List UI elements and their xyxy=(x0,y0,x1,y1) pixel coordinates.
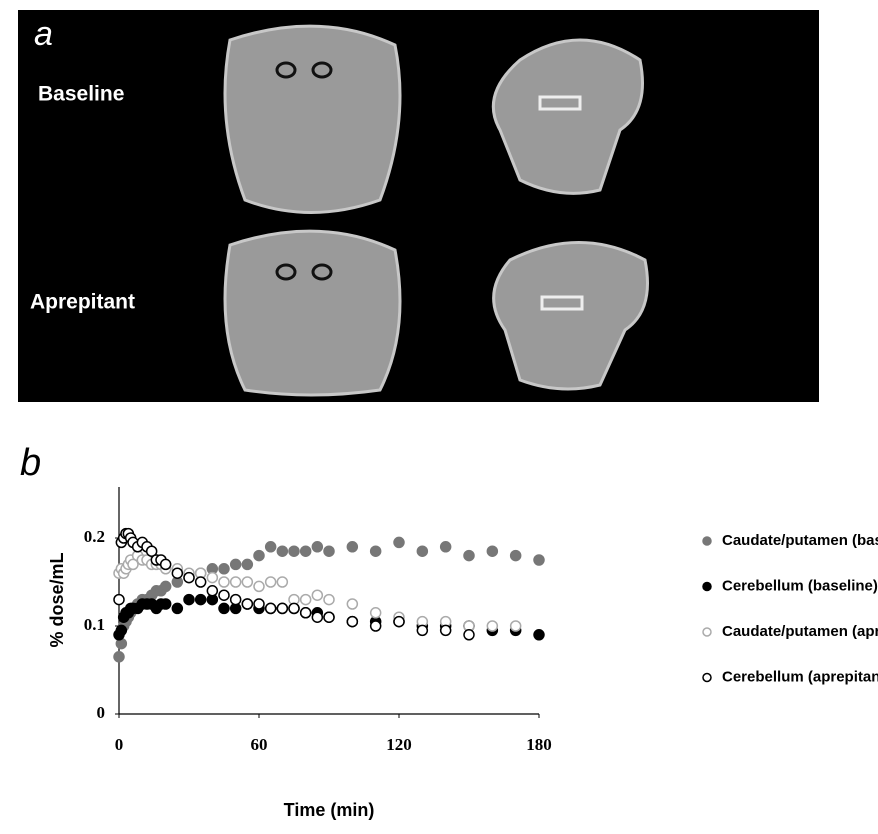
point xyxy=(323,545,335,557)
point xyxy=(253,598,265,610)
point xyxy=(299,545,312,557)
point xyxy=(346,598,359,610)
point xyxy=(241,598,254,610)
point xyxy=(369,607,382,619)
point xyxy=(369,620,382,632)
point xyxy=(229,593,242,606)
point xyxy=(393,615,405,628)
row-label: Baseline xyxy=(38,83,124,106)
panel-a: a Baseline Aprepitant xyxy=(18,10,819,402)
point xyxy=(241,576,254,588)
point xyxy=(113,651,125,663)
panel-label: a xyxy=(34,15,53,53)
point xyxy=(311,589,324,601)
point xyxy=(115,624,128,637)
point xyxy=(183,593,195,606)
point xyxy=(369,545,382,557)
point xyxy=(218,589,230,601)
point xyxy=(171,567,184,579)
point xyxy=(206,585,219,597)
point xyxy=(439,541,452,553)
legend-label: Caudate/putamen (aprepitant) xyxy=(722,623,878,640)
point xyxy=(183,571,195,584)
point xyxy=(533,554,545,566)
point xyxy=(346,615,359,628)
point xyxy=(194,576,207,588)
point xyxy=(346,541,359,553)
point xyxy=(264,541,277,553)
point xyxy=(311,611,324,623)
y-tick-label: 0.2 xyxy=(84,527,105,546)
point xyxy=(486,545,499,557)
point xyxy=(463,549,475,562)
point xyxy=(253,549,265,562)
point xyxy=(218,602,230,615)
point xyxy=(276,602,289,615)
point xyxy=(264,576,277,588)
point xyxy=(206,571,219,584)
x-tick-label: 120 xyxy=(386,735,412,754)
y-tick-label: 0 xyxy=(97,703,106,722)
point xyxy=(288,602,300,615)
legend-marker xyxy=(702,536,712,546)
point xyxy=(323,611,335,623)
legend-label: Caudate/putamen (baseline) xyxy=(722,532,878,549)
point xyxy=(416,624,429,637)
point xyxy=(311,541,324,553)
panel-label: b xyxy=(20,442,41,484)
point xyxy=(486,620,499,632)
point xyxy=(463,629,475,641)
legend-marker xyxy=(702,672,712,683)
point xyxy=(416,545,429,557)
point xyxy=(229,576,242,588)
point xyxy=(276,576,289,588)
point xyxy=(241,558,254,571)
point xyxy=(145,545,158,557)
y-axis-label: % dose/mL xyxy=(47,552,67,647)
point xyxy=(218,563,230,575)
x-tick-label: 0 xyxy=(115,735,124,754)
legend-marker xyxy=(702,627,712,637)
point xyxy=(194,593,207,606)
x-tick-label: 180 xyxy=(526,735,552,754)
row-label: Aprepitant xyxy=(30,291,135,314)
legend-marker xyxy=(702,581,712,592)
point xyxy=(253,580,265,593)
point xyxy=(323,593,335,606)
point xyxy=(299,593,312,606)
legend-label: Cerebellum (baseline) xyxy=(722,577,878,594)
x-tick-label: 60 xyxy=(251,735,268,754)
point xyxy=(509,549,522,562)
point xyxy=(171,602,184,615)
point xyxy=(276,545,289,557)
point xyxy=(159,558,172,571)
y-tick-label: 0.1 xyxy=(84,615,105,634)
point xyxy=(509,620,522,632)
point xyxy=(393,536,405,549)
point xyxy=(229,558,242,571)
roi-markers xyxy=(275,61,584,311)
point xyxy=(159,580,172,593)
brain-images xyxy=(223,24,649,397)
point xyxy=(159,598,172,610)
point xyxy=(127,558,139,571)
image-background xyxy=(18,10,819,402)
point xyxy=(218,576,230,588)
x-axis-label: Time (min) xyxy=(284,800,375,820)
point xyxy=(533,629,545,641)
point xyxy=(288,545,300,557)
legend-label: Cerebellum (aprepitant) xyxy=(722,668,878,685)
point xyxy=(113,593,125,606)
point xyxy=(439,624,452,637)
point xyxy=(299,607,312,619)
point xyxy=(264,602,277,615)
